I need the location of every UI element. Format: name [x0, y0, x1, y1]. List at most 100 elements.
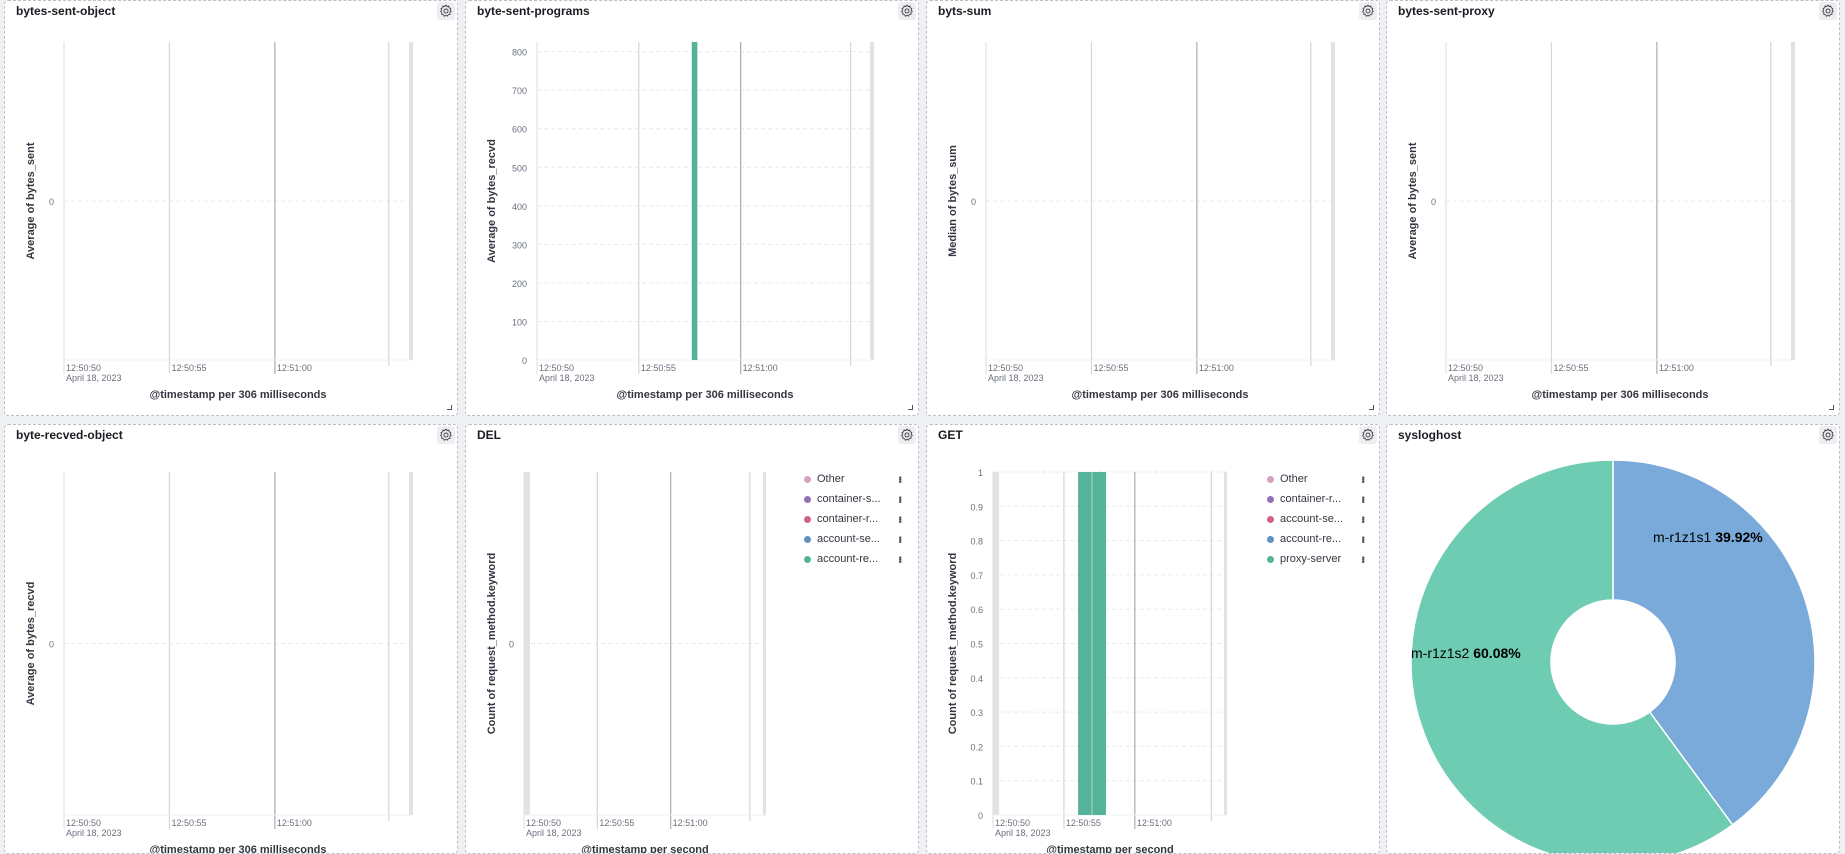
plot-edge-band: [409, 472, 413, 815]
bar[interactable]: [1078, 472, 1092, 815]
y-axis-title: Count of request_method.keyword: [486, 553, 498, 735]
panel-title: byts-sum: [938, 4, 992, 18]
chart-svg: 0 12:50:50 12:50:55 12:51:00 April 18, 2023 @…: [25, 42, 413, 401]
x-date-label: April 18, 2023: [988, 373, 1044, 383]
panel-DEL: DEL 0 12:50:50 12:50:55 12:51:00 April 18, 20…: [465, 424, 919, 854]
x-axis-title: @timestamp per second: [581, 844, 708, 854]
legend-item[interactable]: proxy-server •••: [1267, 549, 1368, 569]
x-axis-title: @timestamp per 306 milliseconds: [1531, 389, 1708, 401]
legend-item-menu-icon[interactable]: •••: [1358, 475, 1368, 483]
x-axis-title: @timestamp per 306 milliseconds: [616, 389, 793, 401]
x-tick-label: 12:51:00: [743, 363, 778, 373]
x-tick-label: 12:50:55: [641, 363, 676, 373]
legend-label: Other: [1280, 473, 1308, 485]
chart-svg: 0 0.1 0.2 0.3 0.4 0.5 0.6 0.7 0.8 0.9 1 12:50:50 12:…: [947, 468, 1227, 853]
x-tick-label: 12:50:50: [526, 818, 561, 828]
panel-GET: GET 0 0.1 0.2 0.3 0.4 0.5 0.6 0.7 0.8 0.9 1 12:50:50…: [926, 424, 1380, 854]
x-tick-label: 12:51:00: [277, 818, 312, 828]
plot-edge-band: [524, 472, 530, 815]
panel-options-gear-icon[interactable]: [1359, 426, 1377, 444]
y-tick-label: 500: [512, 163, 527, 173]
legend-item-menu-icon[interactable]: •••: [1358, 535, 1368, 543]
legend-item-menu-icon[interactable]: •••: [895, 535, 905, 543]
chart-svg: m-r1z1s1 39.92% m-r1z1s2 60.08%: [1410, 459, 1816, 853]
legend-item-menu-icon[interactable]: •••: [895, 555, 905, 563]
plot-edge-band: [763, 472, 766, 815]
legend-item[interactable]: account-re... •••: [1267, 529, 1368, 549]
panel-title: byte-recved-object: [16, 428, 123, 442]
x-date-label: April 18, 2023: [66, 828, 122, 838]
panel-byte-recved-object: byte-recved-object 0 12:50:50 12:50:55 12:51…: [4, 424, 458, 854]
plot-edge-band: [870, 42, 874, 360]
legend-item-menu-icon[interactable]: •••: [1358, 555, 1368, 563]
legend-item[interactable]: account-se... •••: [1267, 509, 1368, 529]
legend-item-menu-icon[interactable]: •••: [895, 515, 905, 523]
panel-options-gear-icon[interactable]: [437, 426, 455, 444]
y-tick-label: 0.4: [970, 674, 983, 684]
y-tick-label: 1: [978, 468, 983, 478]
resize-handle[interactable]: [1369, 405, 1374, 410]
y-tick-label: 0: [971, 197, 976, 207]
panel-bytes-sent-proxy: bytes-sent-proxy 0 12:50:50 12:50:55 12:51:0…: [1386, 0, 1840, 416]
bar[interactable]: [1092, 472, 1106, 815]
legend-color-dot-icon: [1267, 535, 1274, 543]
legend-color-dot-icon: [1267, 515, 1274, 523]
panel-title: bytes-sent-proxy: [1398, 4, 1495, 18]
x-axis-title: @timestamp per 306 milliseconds: [149, 389, 326, 401]
y-axis-title: Average of bytes_recvd: [25, 582, 37, 706]
y-tick-label: 0.1: [970, 777, 983, 787]
y-tick-label: 0: [49, 197, 54, 207]
legend-item-menu-icon[interactable]: •••: [1358, 495, 1368, 503]
panel-options-gear-icon[interactable]: [898, 426, 916, 444]
legend-label: proxy-server: [1280, 553, 1342, 565]
x-tick-label: 12:50:50: [988, 363, 1023, 373]
panel-byts-sum: byts-sum 0 12:50:50 12:50:55 12:51:00 April 1…: [926, 0, 1380, 416]
panel-options-gear-icon[interactable]: [1359, 2, 1377, 20]
panel-title: DEL: [477, 428, 501, 442]
resize-handle[interactable]: [908, 405, 913, 410]
legend-color-dot-icon: [804, 515, 811, 523]
panel-options-gear-icon[interactable]: [898, 2, 916, 20]
x-tick-label: 12:51:00: [277, 363, 312, 373]
x-tick-label: 12:50:50: [66, 363, 101, 373]
resize-handle[interactable]: [447, 405, 452, 410]
legend-item-menu-icon[interactable]: •••: [1358, 515, 1368, 523]
x-date-label: April 18, 2023: [539, 373, 595, 383]
legend-color-dot-icon: [1267, 555, 1274, 563]
panel-options-gear-icon[interactable]: [437, 2, 455, 20]
resize-handle[interactable]: [1829, 405, 1834, 410]
legend-item[interactable]: Other •••: [1267, 469, 1368, 489]
x-date-label: April 18, 2023: [526, 828, 582, 838]
legend-item[interactable]: account-se... •••: [804, 529, 905, 549]
y-axis-title: Count of request_method.keyword: [947, 553, 959, 735]
y-axis-title: Average of bytes_recvd: [486, 139, 498, 263]
y-tick-label: 0: [1431, 197, 1436, 207]
panel-bytes-sent-object: bytes-sent-object 0 12:50:50 12:50:55 12:51:…: [4, 0, 458, 416]
plot-edge-band: [409, 42, 413, 360]
panel-title: sysloghost: [1398, 428, 1462, 442]
x-tick-label: 12:51:00: [1137, 818, 1172, 828]
panel-options-gear-icon[interactable]: [1819, 2, 1837, 20]
legend-item[interactable]: Other •••: [804, 469, 905, 489]
legend-item[interactable]: container-r... •••: [804, 509, 905, 529]
y-tick-label: 200: [512, 279, 527, 289]
y-tick-label: 700: [512, 86, 527, 96]
legend-item[interactable]: container-r... •••: [1267, 489, 1368, 509]
legend-item[interactable]: account-re... •••: [804, 549, 905, 569]
panel-title: bytes-sent-object: [16, 4, 116, 18]
y-tick-label: 800: [512, 48, 527, 58]
x-tick-label: 12:50:50: [539, 363, 574, 373]
legend-item-menu-icon[interactable]: •••: [895, 475, 905, 483]
chart-svg: 0 12:50:50 12:50:55 12:51:00 April 18, 2023 @…: [947, 42, 1335, 401]
x-tick-label: 12:51:00: [1199, 363, 1234, 373]
bar[interactable]: [691, 42, 698, 360]
panel-sysloghost: sysloghost m-r1z1s1 39.92% m-r1z1s2 60.08%: [1386, 424, 1840, 854]
legend-item-menu-icon[interactable]: •••: [895, 495, 905, 503]
x-tick-label: 12:50:50: [995, 818, 1030, 828]
legend-item[interactable]: container-s... •••: [804, 489, 905, 509]
pie-slice-m-r1z1s1[interactable]: [1612, 459, 1816, 826]
x-tick-label: 12:50:55: [1093, 363, 1128, 373]
x-date-label: April 18, 2023: [995, 828, 1051, 838]
legend-label: account-se...: [817, 533, 880, 545]
panel-options-gear-icon[interactable]: [1819, 426, 1837, 444]
